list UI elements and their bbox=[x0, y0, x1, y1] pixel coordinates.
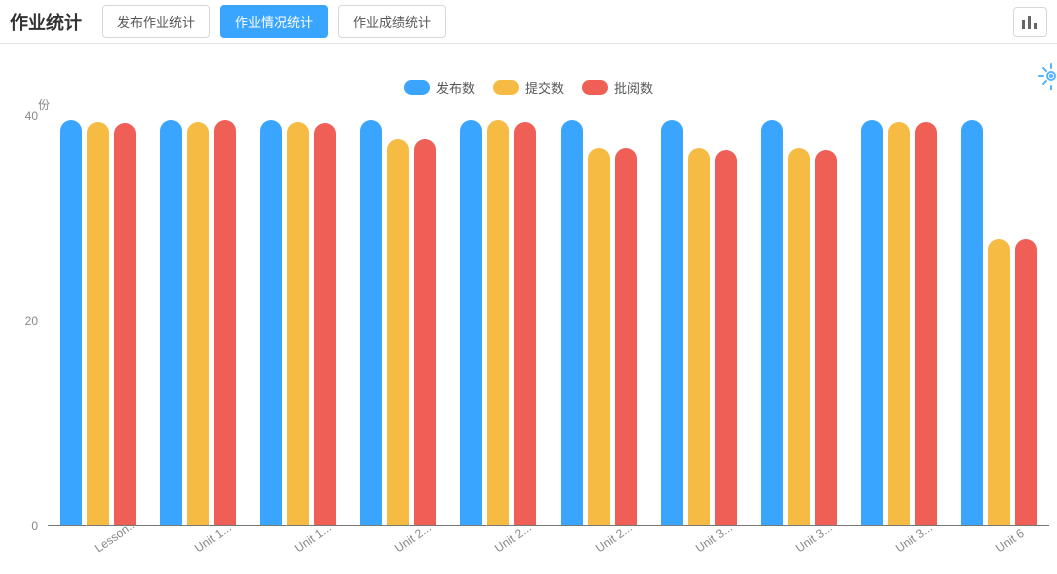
bar-submit[interactable] bbox=[187, 122, 209, 525]
legend-label-review: 批阅数 bbox=[614, 78, 653, 97]
bar-submit[interactable] bbox=[588, 148, 610, 525]
y-tick: 20 bbox=[20, 314, 38, 328]
bar-submit[interactable] bbox=[287, 122, 309, 525]
bar-review[interactable] bbox=[715, 150, 737, 525]
bar-review[interactable] bbox=[1015, 239, 1037, 525]
bar-group bbox=[661, 120, 737, 525]
tab-0[interactable]: 发布作业统计 bbox=[102, 5, 210, 38]
bar-publish[interactable] bbox=[460, 120, 482, 525]
bar-review[interactable] bbox=[915, 122, 937, 525]
bar-submit[interactable] bbox=[788, 148, 810, 525]
chart-area: 份 02040Lesson...Unit 1...Unit 1...Unit 2… bbox=[0, 96, 1057, 574]
bar-publish[interactable] bbox=[260, 120, 282, 525]
legend-item-submit[interactable]: 提交数 bbox=[493, 78, 564, 97]
bar-review[interactable] bbox=[214, 120, 236, 525]
legend-swatch-submit bbox=[493, 80, 519, 95]
bar-publish[interactable] bbox=[160, 120, 182, 525]
bar-group bbox=[160, 120, 236, 525]
legend-item-publish[interactable]: 发布数 bbox=[404, 78, 475, 97]
bar-publish[interactable] bbox=[961, 120, 983, 525]
y-axis-label: 份 bbox=[38, 96, 50, 113]
bar-chart-icon bbox=[1021, 14, 1039, 30]
chart-type-button[interactable] bbox=[1013, 7, 1047, 37]
bar-review[interactable] bbox=[414, 139, 436, 525]
bar-publish[interactable] bbox=[561, 120, 583, 525]
bar-review[interactable] bbox=[514, 122, 536, 525]
legend-label-submit: 提交数 bbox=[525, 78, 564, 97]
bar-group bbox=[360, 120, 436, 525]
bar-publish[interactable] bbox=[60, 120, 82, 525]
bar-group bbox=[861, 120, 937, 525]
legend-swatch-review bbox=[582, 80, 608, 95]
x-tick-label: Unit 6 bbox=[993, 526, 1027, 555]
watermark-icon bbox=[1033, 62, 1057, 95]
toolbar bbox=[1013, 7, 1047, 37]
bar-submit[interactable] bbox=[87, 122, 109, 525]
y-tick: 40 bbox=[20, 109, 38, 123]
bar-group bbox=[761, 120, 837, 525]
bar-review[interactable] bbox=[314, 123, 336, 525]
bar-review[interactable] bbox=[114, 123, 136, 525]
bar-group bbox=[260, 120, 336, 525]
bar-publish[interactable] bbox=[661, 120, 683, 525]
bar-submit[interactable] bbox=[387, 139, 409, 525]
page-title: 作业统计 bbox=[10, 9, 82, 35]
y-tick: 0 bbox=[20, 519, 38, 533]
bar-publish[interactable] bbox=[761, 120, 783, 525]
header-bar: 作业统计 发布作业统计作业情况统计作业成绩统计 bbox=[0, 0, 1057, 44]
bar-group bbox=[460, 120, 536, 525]
tab-group: 发布作业统计作业情况统计作业成绩统计 bbox=[102, 5, 446, 38]
bar-publish[interactable] bbox=[861, 120, 883, 525]
bar-submit[interactable] bbox=[988, 239, 1010, 525]
tab-1[interactable]: 作业情况统计 bbox=[220, 5, 328, 38]
bar-group bbox=[60, 120, 136, 525]
bar-group bbox=[561, 120, 637, 525]
legend-item-review[interactable]: 批阅数 bbox=[582, 78, 653, 97]
legend-swatch-publish bbox=[404, 80, 430, 95]
bar-review[interactable] bbox=[615, 148, 637, 525]
bar-publish[interactable] bbox=[360, 120, 382, 525]
bar-submit[interactable] bbox=[688, 148, 710, 525]
tab-2[interactable]: 作业成绩统计 bbox=[338, 5, 446, 38]
bar-review[interactable] bbox=[815, 150, 837, 525]
legend-label-publish: 发布数 bbox=[436, 78, 475, 97]
plot-area bbox=[48, 116, 1049, 526]
bar-submit[interactable] bbox=[487, 120, 509, 525]
bar-submit[interactable] bbox=[888, 122, 910, 525]
bar-group bbox=[961, 120, 1037, 525]
